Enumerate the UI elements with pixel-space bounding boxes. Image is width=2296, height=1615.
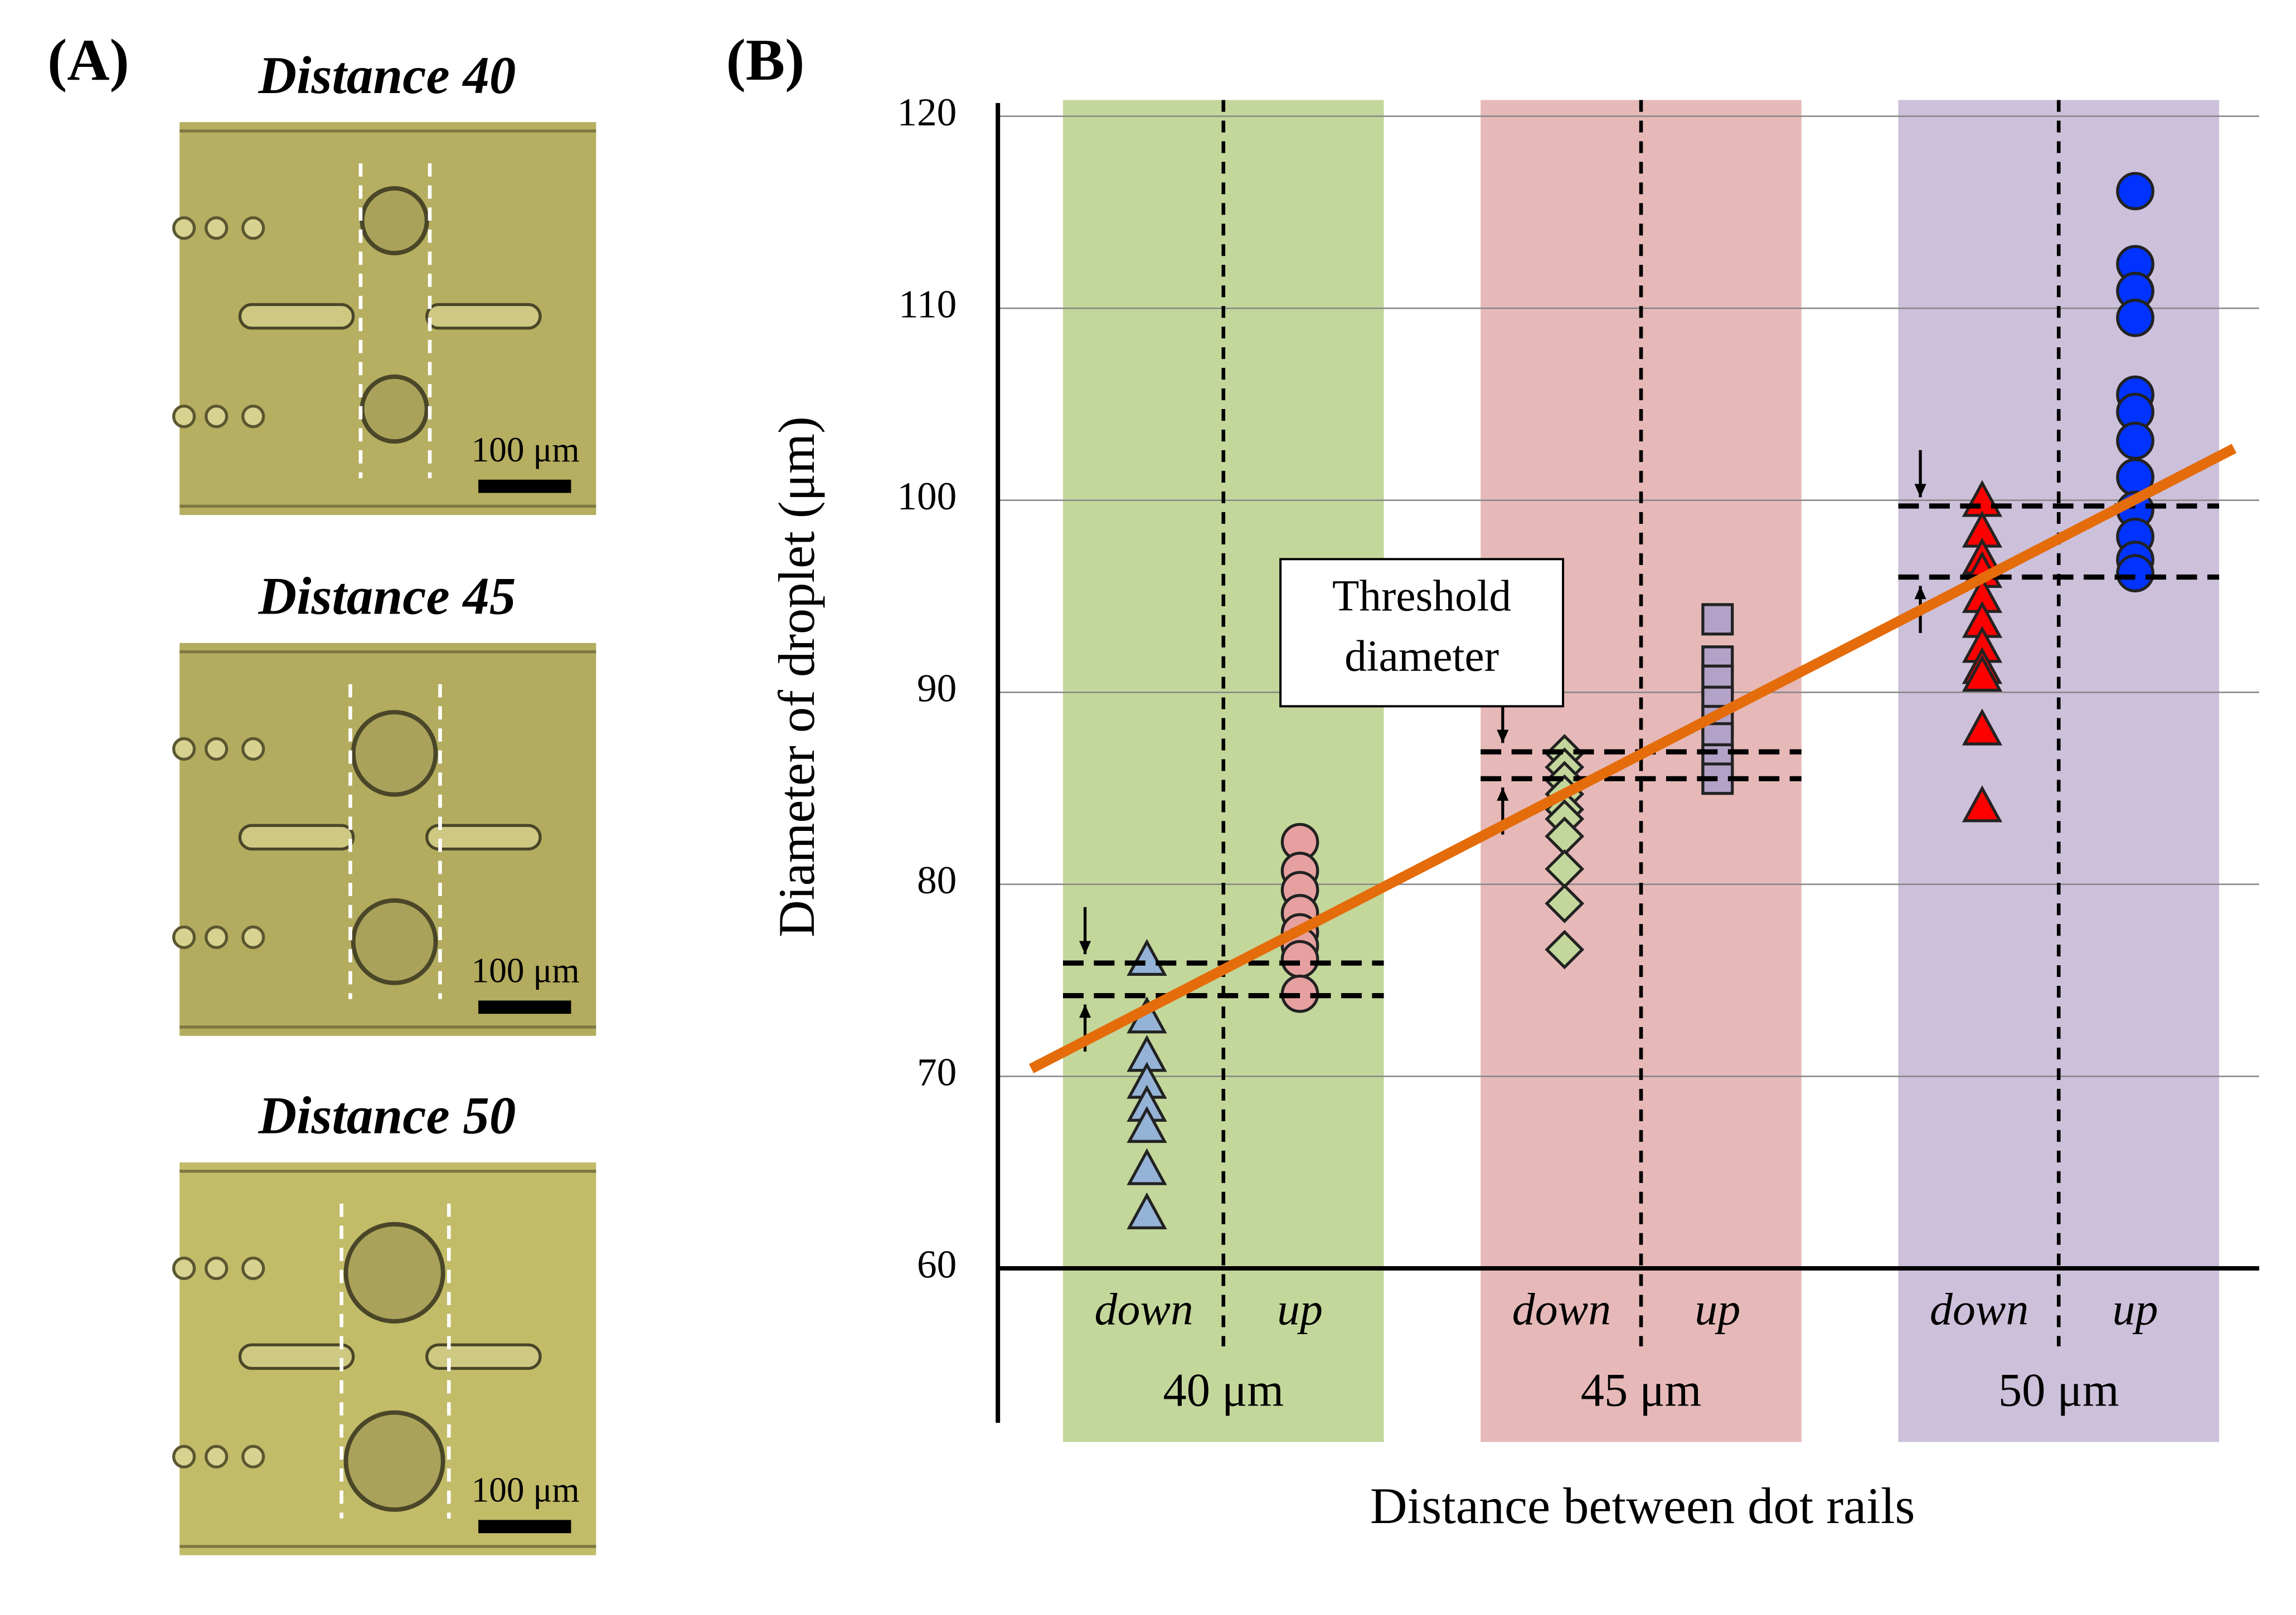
- marker-square: [1701, 603, 1734, 636]
- image-title: Distance 45: [258, 567, 516, 626]
- image-title: Distance 40: [258, 46, 516, 105]
- droplet: [343, 1222, 445, 1324]
- dot: [172, 737, 196, 761]
- dot: [241, 925, 265, 949]
- dot: [172, 405, 196, 429]
- sub-label: up: [1695, 1284, 1740, 1335]
- droplet: [351, 898, 438, 985]
- sub-label: down: [1512, 1284, 1611, 1335]
- y-tick-label: 80: [917, 858, 957, 902]
- rail: [425, 1343, 542, 1370]
- rail: [238, 303, 355, 330]
- dot: [241, 737, 265, 761]
- sub-label: up: [1277, 1284, 1323, 1335]
- image-title: Distance 50: [258, 1086, 516, 1145]
- threshold-arrowhead: [1079, 1004, 1091, 1018]
- dot: [205, 1444, 229, 1469]
- rail: [425, 303, 542, 330]
- dot: [205, 1256, 229, 1281]
- marker-circle: [1280, 940, 1319, 979]
- y-tick-label: 70: [917, 1050, 957, 1094]
- marker-diamond: [1545, 930, 1585, 970]
- rail: [425, 824, 542, 851]
- dot: [205, 405, 229, 429]
- group-label: 40 μm: [1163, 1364, 1284, 1416]
- threshold-arrowhead: [1914, 586, 1926, 600]
- group-label: 45 μm: [1581, 1364, 1702, 1416]
- marker-triangle: [1962, 708, 2003, 746]
- scale-label: 100 μm: [472, 430, 580, 469]
- threshold-arrowhead: [1079, 941, 1091, 955]
- dot: [172, 216, 196, 240]
- marker-triangle: [1962, 785, 2003, 823]
- marker-triangle: [1127, 1148, 1167, 1185]
- droplet: [343, 1410, 445, 1512]
- y-tick-label: 120: [897, 90, 957, 134]
- sub-label: down: [1930, 1284, 2028, 1335]
- y-axis-label: Diameter of droplet (μm): [768, 416, 825, 937]
- dot: [205, 216, 229, 240]
- annotation: Threshold: [1332, 571, 1511, 620]
- dot: [241, 1444, 265, 1469]
- group-label: 50 μm: [1998, 1364, 2119, 1416]
- sub-label: down: [1095, 1284, 1193, 1335]
- marker-triangle: [1962, 654, 2003, 692]
- trend-line: [1028, 444, 2237, 1073]
- annotation-box: [1279, 558, 1565, 708]
- annotation: diameter: [1344, 632, 1499, 681]
- y-tick-label: 110: [899, 283, 957, 327]
- threshold-arrowhead: [1497, 729, 1509, 743]
- scale-bar: [478, 1520, 571, 1534]
- marker-circle: [2116, 299, 2154, 337]
- marker-circle: [2116, 172, 2154, 211]
- marker-triangle: [1127, 1106, 1167, 1143]
- threshold-arrowhead: [1497, 787, 1509, 801]
- scale-label: 100 μm: [472, 1470, 580, 1509]
- rail: [238, 1343, 355, 1370]
- dot: [172, 1256, 196, 1281]
- panel-label: (B): [726, 27, 805, 93]
- marker-triangle: [1127, 1192, 1167, 1229]
- sub-label: up: [2113, 1284, 2158, 1335]
- marker-diamond: [1545, 883, 1585, 923]
- dot: [205, 925, 229, 949]
- rail: [238, 824, 355, 851]
- marker-circle: [2116, 554, 2154, 592]
- threshold-arrowhead: [1914, 484, 1926, 498]
- marker-triangle: [1127, 938, 1167, 976]
- dot: [241, 1256, 265, 1281]
- y-tick-label: 90: [917, 667, 957, 711]
- scale-label: 100 μm: [472, 951, 580, 990]
- dot: [241, 405, 265, 429]
- dot: [241, 216, 265, 240]
- dot: [172, 925, 196, 949]
- scale-bar: [478, 479, 571, 493]
- panel-label: (A): [47, 27, 129, 93]
- dot: [205, 737, 229, 761]
- dot: [172, 1444, 196, 1469]
- scale-bar: [478, 1000, 571, 1014]
- y-tick-label: 60: [917, 1242, 957, 1286]
- y-tick-label: 100: [897, 474, 957, 518]
- marker-circle: [2116, 421, 2154, 460]
- x-axis-label: Distance between dot rails: [1370, 1477, 1915, 1534]
- droplet: [351, 709, 438, 797]
- droplet: [360, 374, 429, 444]
- droplet: [360, 186, 429, 256]
